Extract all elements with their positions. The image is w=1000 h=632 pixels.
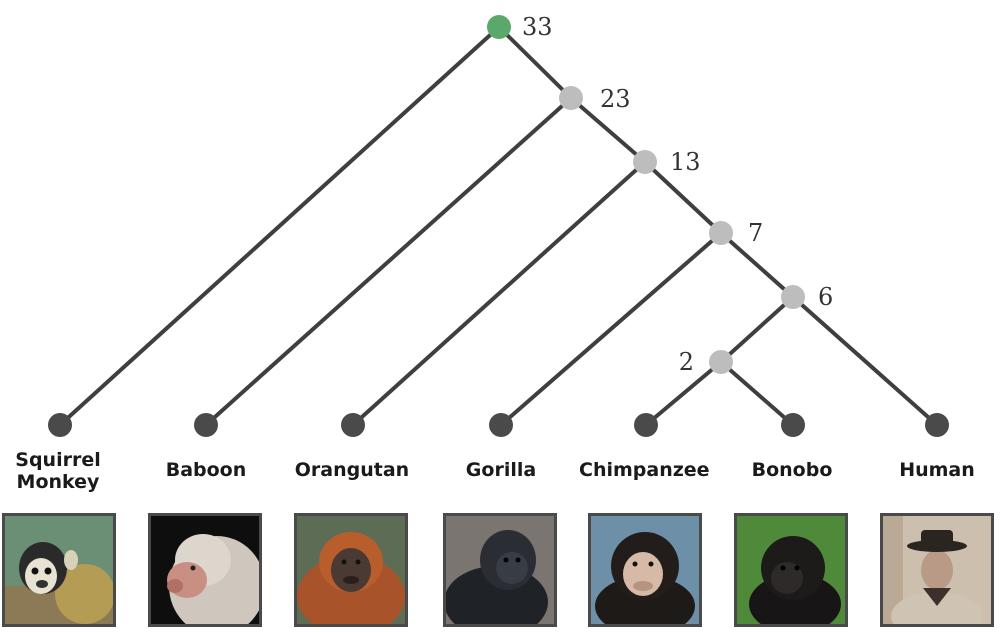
tree-nodes: 33 23 13 7 6 2: [48, 13, 949, 437]
species-label-chimpanzee: Chimpanzee: [579, 459, 710, 481]
leaf-node-orangutan: [341, 413, 365, 437]
photo-bonobo: [734, 513, 848, 627]
leaf-node-human: [925, 413, 949, 437]
node-label-n7: 7: [748, 219, 763, 247]
node-n6: [781, 285, 805, 309]
photo-chimpanzee: [588, 513, 702, 627]
photo-squirrel-monkey: [2, 513, 116, 627]
photo-gorilla: [443, 513, 557, 627]
leaf-node-baboon: [194, 413, 218, 437]
species-label-bonobo: Bonobo: [751, 459, 833, 481]
branch-n33-n23: [497, 25, 573, 100]
branch-n33-squirrel-monkey: [58, 25, 501, 427]
branch-n23-baboon: [204, 96, 573, 427]
photo-orangutan: [294, 513, 408, 627]
photo-baboon: [148, 513, 262, 627]
node-n23: [559, 86, 583, 110]
leaf-node-chimpanzee: [634, 413, 658, 437]
branch-n6-n2: [719, 295, 795, 364]
node-n7: [709, 221, 733, 245]
tree-branches: [58, 25, 939, 427]
branch-n23-n13: [569, 96, 647, 164]
leaf-node-squirrel-monkey: [48, 413, 72, 437]
branch-n7-n6: [719, 231, 795, 299]
leaf-node-gorilla: [489, 413, 513, 437]
species-label-gorilla: Gorilla: [465, 459, 537, 481]
branch-n13-n7: [643, 160, 723, 235]
species-label-squirrel-monkey: Squirrel Monkey: [15, 449, 101, 493]
branch-n13-orangutan: [351, 160, 647, 427]
node-label-n6: 6: [818, 283, 833, 311]
species-label-baboon: Baboon: [165, 459, 247, 481]
branch-n2-chimpanzee: [644, 360, 723, 427]
photo-human: [880, 513, 994, 627]
node-n13: [633, 150, 657, 174]
branch-n6-human: [791, 295, 939, 427]
species-label-human: Human: [899, 459, 975, 481]
node-label-n2: 2: [679, 348, 694, 376]
branch-n2-bonobo: [719, 360, 795, 427]
species-label-orangutan: Orangutan: [294, 459, 410, 481]
node-n33: [487, 15, 511, 39]
node-label-n33: 33: [522, 13, 553, 41]
branch-n7-gorilla: [499, 231, 723, 427]
node-n2: [709, 350, 733, 374]
leaf-node-bonobo: [781, 413, 805, 437]
node-label-n23: 23: [600, 85, 631, 113]
node-label-n13: 13: [670, 148, 701, 176]
